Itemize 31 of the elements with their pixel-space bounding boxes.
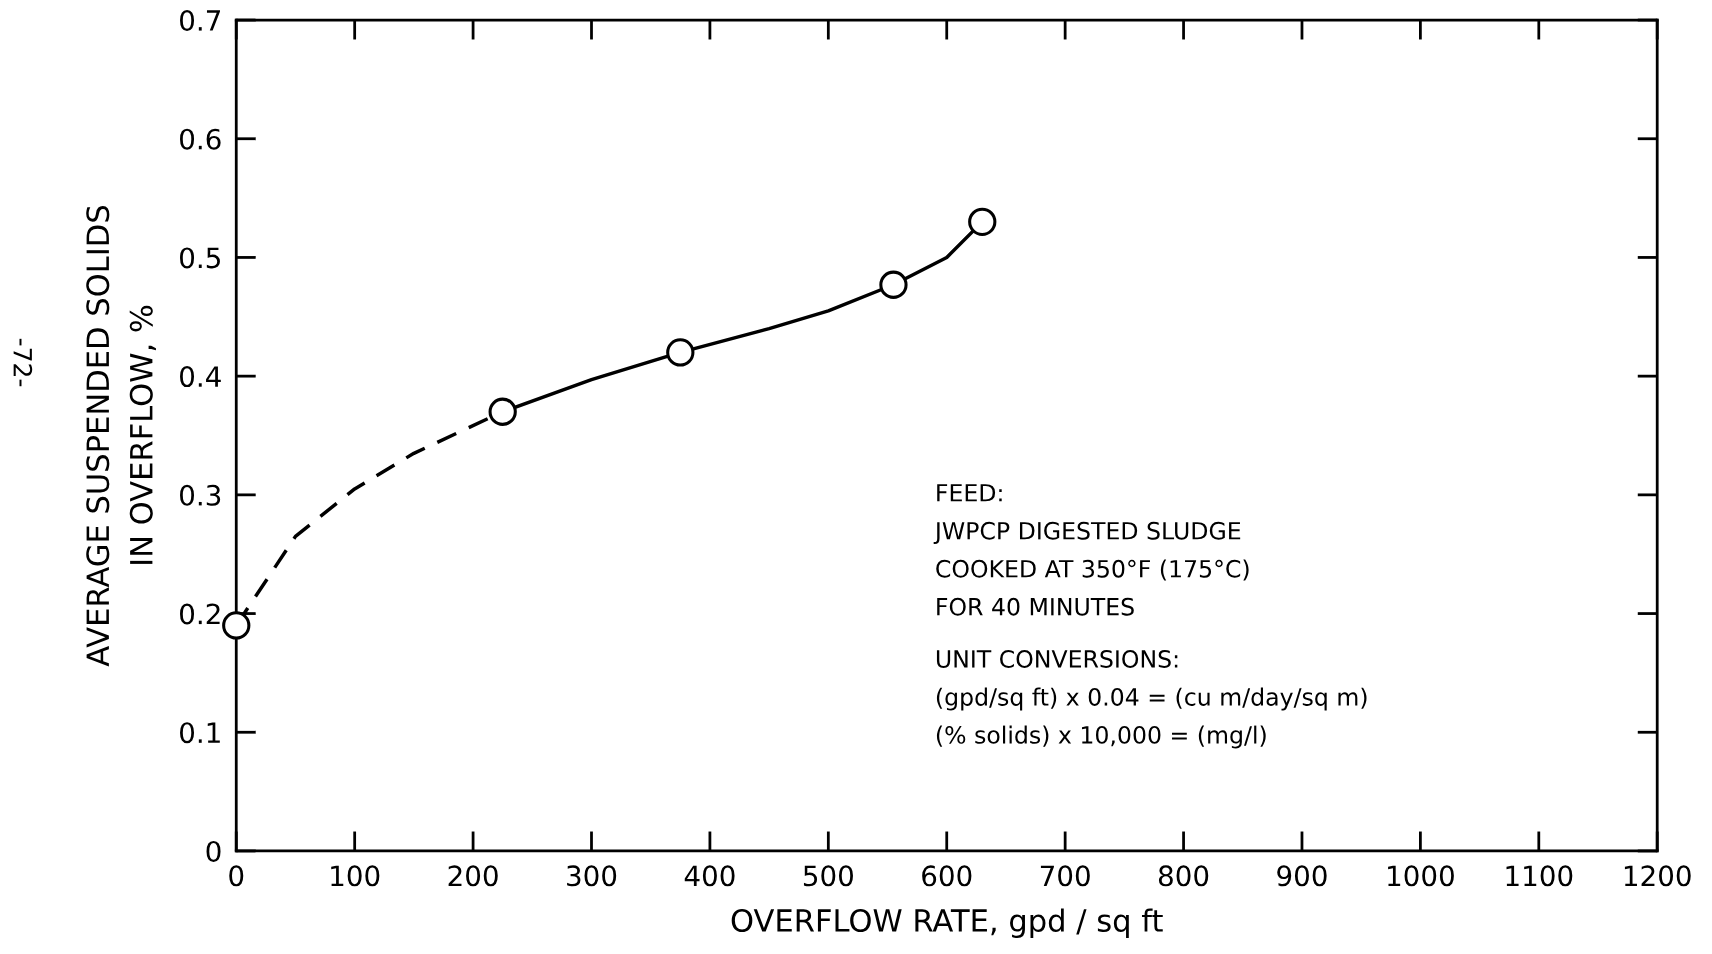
annotation: UNIT CONVERSIONS: — [936, 650, 1178, 668]
annotation: (% solids) x 10,000 = (mg/l) — [936, 725, 1266, 749]
annotation: FOR 40 MINUTES — [937, 597, 1134, 616]
y-tick-label: 0.3 — [180, 484, 221, 506]
x-tick-label: 500 — [803, 865, 853, 887]
y-axis-title: AVERAGE SUSPENDED SOLIDS IN OVERFLOW, % — [86, 205, 156, 667]
x-tick-label: 200 — [448, 865, 498, 887]
annotation: COOKED AT 350°F (175°C) — [936, 559, 1249, 581]
y-tick-label: 0.4 — [180, 366, 221, 388]
x-tick-label: 300 — [567, 865, 617, 887]
y-tick-label: 0.1 — [180, 722, 220, 744]
y-tick-label: 0.6 — [180, 128, 221, 150]
x-tick-label: 700 — [1040, 865, 1090, 887]
x-tick-label: 400 — [684, 865, 735, 887]
annotation: (gpd/sq ft) x 0.04 = (cu m/day/sq m) — [936, 687, 1367, 711]
x-tick-label: 600 — [922, 865, 972, 887]
x-tick-label: 1200 — [1624, 865, 1691, 887]
annotation: JWPCP DIGESTED SLUDGE — [933, 521, 1241, 545]
y-tick-label: 0.7 — [180, 9, 220, 31]
x-tick-label: 1000 — [1388, 865, 1454, 887]
x-tick-label: 900 — [1277, 865, 1327, 887]
y-tick-label: 0 — [206, 840, 221, 862]
text: -72- — [13, 338, 33, 387]
x-axis-title: OVERFLOW RATE, gpd / sq ft — [731, 908, 1163, 938]
x-tick-label: 0 — [229, 865, 244, 887]
y-tick-label: 0.5 — [180, 247, 220, 269]
x-tick-label: 1100 — [1506, 865, 1573, 887]
x-tick-label: 100 — [331, 865, 380, 887]
y-tick-label: 0.2 — [180, 603, 220, 625]
annotation: FEED: — [937, 484, 1002, 502]
x-tick-label: 800 — [1158, 865, 1209, 887]
